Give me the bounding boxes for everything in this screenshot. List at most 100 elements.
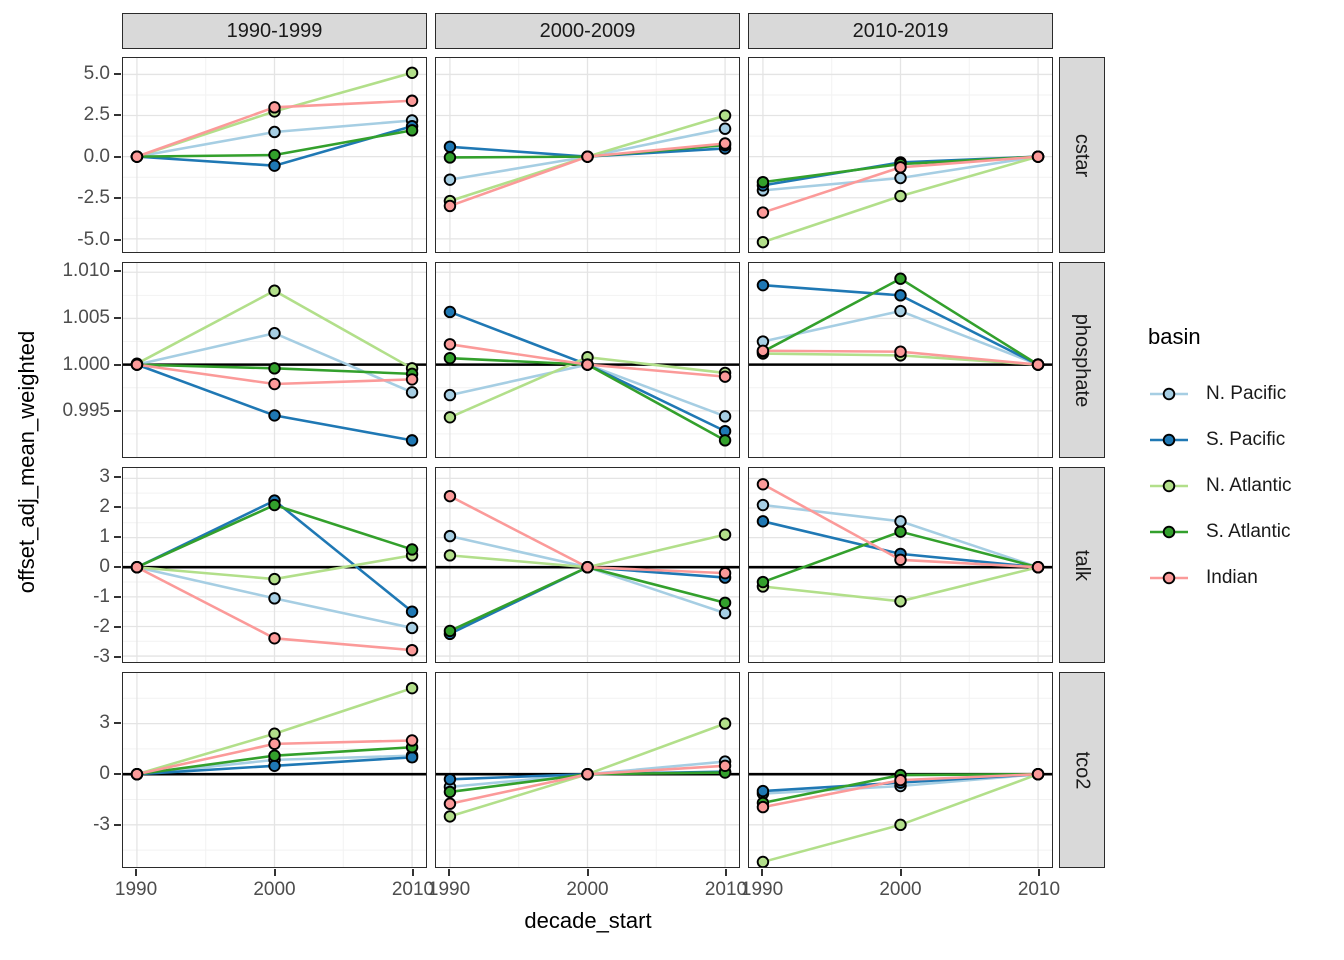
data-point-indian [756,800,770,814]
y-axis-tick-label: -3 [93,814,110,836]
panel-plot-area [123,58,426,252]
data-point-indian [443,199,457,213]
data-point-s-pacific [268,759,281,772]
facet-row-strip-label: talk [1071,549,1094,581]
x-axis-tick-label: 2000 [566,879,609,900]
data-point-s-atlantic [718,596,732,609]
y-axis-tick-mark [114,596,121,599]
x-axis-tick-label: 2000 [879,879,922,900]
data-point-indian [130,150,144,163]
data-point-indian [1031,561,1045,574]
data-point-s-pacific [405,605,419,618]
y-axis-tick-mark [114,626,121,629]
y-axis-tick-label: 3 [99,466,110,488]
y-axis-tick-mark [114,536,121,539]
chart-panel-cstar-2010-2019 [748,57,1053,253]
chart-panel-cstar-2000-2009 [435,57,740,253]
y-axis-tick-mark [114,656,121,658]
data-point-indian [405,94,419,107]
y-axis-tick-mark [114,114,121,117]
panel-plot-area [436,468,739,662]
x-axis-tick-label: 1990 [114,879,158,900]
y-axis-tick-label: -2 [93,616,110,638]
data-point-n-pacific [405,621,419,635]
data-point-n-atlantic [894,595,907,608]
facet-column-strip-label: 2000-2009 [539,19,636,42]
legend-entries: N. Pacific S. Pacific N. Atlantic S. Atlant… [1148,380,1338,592]
data-point-s-atlantic [894,272,907,285]
facet-column-strip-label: 2010-2019 [852,19,949,42]
panel-plot-area [436,263,739,457]
data-point-indian [718,137,732,150]
data-point-indian [894,553,907,567]
data-point-n-atlantic [405,681,419,695]
legend-key-point [1162,571,1176,585]
panel-plot-area [123,468,426,662]
data-point-indian [756,206,770,219]
x-axis-tick-label: 2010 [1017,879,1061,900]
y-axis-tick-label: -2.5 [77,187,110,209]
panel-plot-area [123,673,426,867]
legend-key-icon [1150,525,1188,539]
y-axis-tick-label: -1 [93,586,110,608]
y-axis-tick-label: 2 [99,496,110,518]
x-axis-tick-mark [761,869,764,876]
data-point-indian [718,759,732,772]
data-point-s-atlantic [443,624,457,638]
data-point-s-pacific [405,751,419,764]
legend-entry-indian: Indian [1148,564,1338,592]
data-point-n-pacific [443,388,457,402]
data-point-s-atlantic [894,525,907,538]
data-point-n-atlantic [268,284,281,297]
legend-key-icon [1150,571,1188,585]
data-point-n-atlantic [756,855,770,867]
data-point-indian [756,344,770,357]
x-axis-tick-mark [899,869,902,876]
data-point-n-atlantic [718,528,732,541]
facet-row-strip: phosphate [1059,262,1105,458]
data-point-s-atlantic [405,124,419,137]
data-point-s-atlantic [443,351,457,365]
data-point-s-pacific [268,409,281,422]
y-axis-tick-label: 0.995 [62,400,110,422]
data-point-n-atlantic [894,818,907,832]
data-point-indian [443,797,457,810]
y-axis-tick-mark [114,363,121,366]
panel-plot-area [123,263,426,457]
data-point-n-atlantic [894,189,907,203]
chart-panel-phosphate-2010-2019 [748,262,1053,458]
data-point-n-atlantic [718,109,732,122]
y-axis-tick-mark [114,317,121,319]
legend-key-point [1162,479,1176,493]
legend-key-icon [1150,387,1188,401]
legend-entry-s-atlantic: S. Atlantic [1148,518,1338,546]
y-axis-tick-mark [114,722,121,725]
panel-plot-area [749,58,1052,252]
panel-plot-area [749,263,1052,457]
data-point-n-atlantic [443,549,457,562]
data-point-s-pacific [443,773,457,786]
y-axis-tick-label: -5.0 [77,228,110,250]
y-axis-tick-mark [114,197,121,200]
legend-entry-label: N. Atlantic [1206,475,1292,496]
data-point-n-pacific [718,410,732,423]
facet-column-strip: 1990-1999 [122,13,427,49]
facet-row-strip: talk [1059,467,1105,663]
data-point-indian [443,489,457,503]
y-axis-tick-label: 1.005 [62,307,110,328]
legend-title: basin [1148,324,1201,349]
data-point-indian [405,734,419,747]
data-point-n-pacific [718,122,732,135]
facet-row-strip-label: cstar [1071,133,1094,177]
data-point-indian [894,773,907,787]
panel-plot-area [436,673,739,867]
y-axis-tick-mark [114,566,121,569]
chart-panel-tco2-1990-1999 [122,672,427,868]
data-point-s-atlantic [268,148,281,162]
y-axis-tick-mark [114,238,121,241]
y-axis-tick-label: 3 [99,712,110,734]
data-point-s-pacific [443,305,457,319]
data-point-indian [130,358,144,371]
legend: basin N. Pacific S. Pacific N. Atlantic S. … [1148,324,1338,610]
data-point-indian [581,150,594,163]
